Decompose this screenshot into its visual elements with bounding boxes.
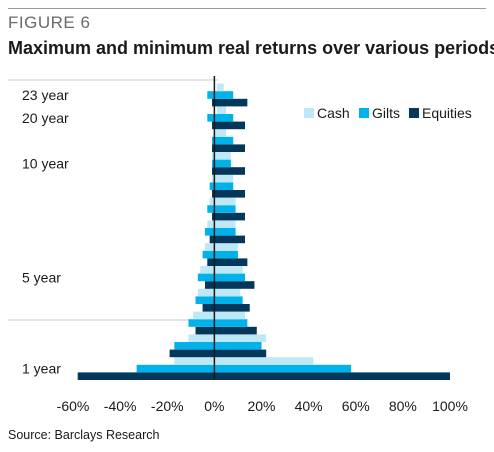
legend-label: Cash <box>317 105 350 121</box>
bar-equities-5-year <box>204 281 255 289</box>
bar-cash-4-year <box>197 288 241 297</box>
legend-label: Equities <box>422 105 472 121</box>
bar-equities-6-year <box>207 258 248 266</box>
bar-cash-15-year <box>214 129 227 137</box>
bar-equities-10-year <box>212 167 246 175</box>
bar-gilts-5-year <box>197 273 246 282</box>
bar-gilts-6-year <box>202 250 238 259</box>
bar-gilts-7-year <box>204 228 236 236</box>
bar-gilts-15-year <box>212 136 234 145</box>
x-tick-label: 80% <box>389 398 417 414</box>
bar-gilts-2-year <box>174 342 262 350</box>
top-rule <box>8 8 486 9</box>
bar-cash-6-year <box>204 243 238 251</box>
legend-swatch <box>304 108 314 118</box>
bar-cash-10-year <box>212 152 231 160</box>
legend-label: Gilts <box>372 105 400 121</box>
y-tick-label: 5 year <box>22 269 61 285</box>
bar-cash-2-year <box>188 334 267 342</box>
bar-gilts-20-year <box>207 114 234 122</box>
x-tick-label: -60% <box>57 398 90 414</box>
bar-cash-1-year <box>174 357 314 365</box>
bar-cash-23-year <box>216 83 224 92</box>
bar-equities-1-year <box>77 372 451 380</box>
source-note: Source: Barclays Research <box>8 428 160 442</box>
bar-equities-4-year <box>202 304 250 312</box>
bar-equities-7-year <box>209 235 246 244</box>
bar-gilts-9-year <box>209 182 234 190</box>
bar-gilts-8-year <box>207 205 236 213</box>
x-tick-label: 40% <box>295 398 323 414</box>
x-tick-label: 60% <box>342 398 370 414</box>
bar-equities-3-year <box>195 326 257 335</box>
bar-gilts-23-year <box>207 91 234 99</box>
bar-cash-20-year <box>216 106 227 114</box>
legend-swatch <box>359 108 369 118</box>
bar-gilts-10-year <box>212 159 231 168</box>
bar-cash-5-year <box>200 266 243 274</box>
bar-gilts-1-year <box>136 364 352 373</box>
bar-gilts-3-year <box>188 319 248 327</box>
bar-equities-23-year <box>212 98 248 107</box>
bar-equities-20-year <box>212 121 246 130</box>
bar-equities-8-year <box>212 212 246 221</box>
x-tick-label: 0% <box>204 398 224 414</box>
x-tick-label: -40% <box>104 398 137 414</box>
bar-cash-7-year <box>207 220 236 228</box>
y-tick-label: 10 year <box>22 155 69 171</box>
y-tick-label: 23 year <box>22 87 69 103</box>
bar-equities-2-year <box>169 349 267 358</box>
legend-swatch <box>409 108 419 118</box>
y-tick-label: 20 year <box>22 110 69 126</box>
bar-cash-3-year <box>193 311 246 320</box>
x-tick-label: 100% <box>432 398 468 414</box>
x-tick-label: 20% <box>247 398 275 414</box>
chart-title: Maximum and minimum real returns over va… <box>8 38 494 58</box>
bar-equities-9-year <box>212 190 246 198</box>
bar-cash-8-year <box>209 197 236 206</box>
x-tick-label: -20% <box>151 398 184 414</box>
bar-cash-9-year <box>212 174 234 183</box>
bar-equities-15-year <box>212 144 246 152</box>
figure-label: FIGURE 6 <box>8 13 91 32</box>
bar-gilts-4-year <box>195 296 243 304</box>
y-tick-label: 1 year <box>22 361 61 377</box>
